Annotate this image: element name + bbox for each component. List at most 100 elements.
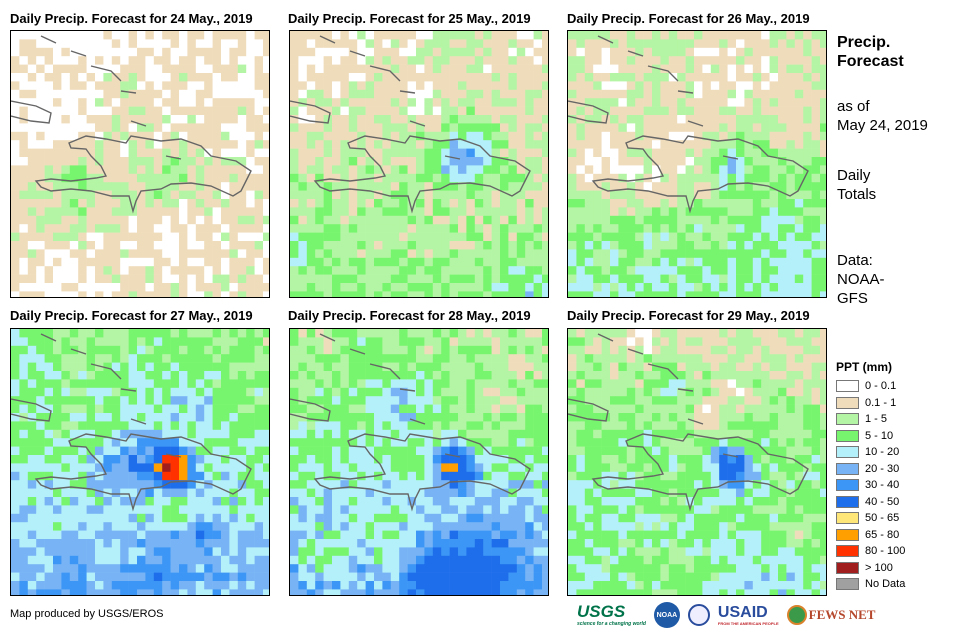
precip-cell (19, 39, 29, 49)
precip-cell (290, 471, 299, 481)
precip-cell (315, 539, 324, 548)
precip-cell (332, 354, 341, 363)
precip-cell (340, 413, 350, 422)
precip-cell (794, 249, 804, 259)
precip-cell (179, 47, 188, 57)
precip-cell (399, 56, 408, 65)
precip-cell (794, 199, 804, 208)
precip-cell (246, 337, 255, 347)
precip-cell (508, 283, 518, 292)
precip-cell (719, 224, 728, 233)
precip-cell (542, 115, 548, 124)
precip-cell (744, 123, 754, 133)
precip-cell (195, 266, 205, 275)
precip-cell (576, 329, 586, 338)
precip-cell (187, 140, 197, 149)
precip-cell (491, 257, 501, 267)
precip-cell (323, 379, 333, 389)
precip-cell (61, 89, 71, 99)
precip-cell (298, 31, 308, 40)
precip-cell (576, 39, 586, 49)
precip-cell (306, 530, 316, 540)
precip-cell (803, 207, 812, 217)
precip-cell (357, 56, 366, 65)
precip-cell (635, 190, 644, 200)
precip-cell (449, 283, 459, 292)
precip-cell (508, 148, 518, 158)
precip-cell (416, 224, 425, 233)
precip-cell (374, 564, 383, 573)
precip-cell (516, 589, 526, 595)
precip-cell (348, 404, 358, 414)
precip-cell (811, 182, 821, 191)
precip-cell (145, 123, 155, 133)
precip-cell (103, 98, 113, 107)
precip-cell (390, 190, 400, 200)
precip-cell (618, 199, 628, 208)
precip-cell (576, 123, 586, 133)
precip-cell (246, 266, 255, 275)
precip-cell (128, 73, 138, 82)
precip-cell (508, 345, 518, 355)
precip-cell (187, 291, 197, 297)
precip-cell (542, 173, 548, 183)
precip-cell (179, 396, 188, 405)
precip-cell (568, 215, 577, 225)
precip-cell (491, 555, 501, 565)
precip-cell (298, 274, 308, 284)
precip-cell (568, 257, 577, 267)
precip-cell (491, 266, 501, 275)
precip-cell (315, 421, 324, 431)
precip-cell (95, 257, 104, 267)
precip-cell (229, 555, 239, 565)
precip-cell (432, 283, 442, 292)
precip-cell (306, 337, 316, 347)
precip-cell (407, 115, 417, 124)
precip-cell (44, 257, 54, 267)
precip-cell (416, 199, 425, 208)
precip-cell (752, 140, 762, 149)
precip-cell (170, 249, 180, 259)
precip-cell (390, 56, 400, 65)
precip-cell (694, 241, 703, 250)
precip-cell (610, 249, 619, 259)
precip-cell (290, 115, 299, 124)
precip-cell (719, 73, 728, 82)
precip-cell (323, 148, 333, 158)
precip-cell (179, 81, 188, 91)
precip-cell (298, 291, 308, 297)
precip-cell (306, 455, 316, 464)
precip-cell (601, 165, 611, 175)
precip-cell (382, 173, 392, 183)
precip-cell (221, 421, 230, 431)
precip-cell (500, 354, 509, 363)
precip-cell (103, 345, 113, 355)
precip-cell (137, 148, 146, 158)
precip-cell (145, 555, 155, 565)
precip-cell (86, 207, 96, 217)
precip-cell (212, 522, 222, 531)
precip-cell (153, 123, 163, 133)
precip-cell (204, 165, 213, 175)
precip-cell (53, 73, 62, 82)
precip-cell (432, 555, 442, 565)
precip-cell (525, 463, 534, 473)
precip-cell (458, 572, 467, 582)
precip-cell (340, 362, 350, 372)
precip-cell (195, 572, 205, 582)
precip-cell (170, 123, 180, 133)
precip-cell (483, 505, 492, 515)
precip-cell (61, 241, 71, 250)
precip-cell (332, 123, 341, 133)
precip-cell (187, 106, 197, 116)
precip-cell (212, 572, 222, 582)
precip-cell (61, 47, 71, 57)
precip-cell (120, 115, 129, 124)
precip-cell (390, 480, 400, 489)
precip-cell (727, 47, 737, 57)
precip-cell (618, 182, 628, 191)
precip-cell (53, 555, 62, 565)
precip-cell (11, 257, 20, 267)
precip-cell (86, 404, 96, 414)
precip-cell (323, 199, 333, 208)
